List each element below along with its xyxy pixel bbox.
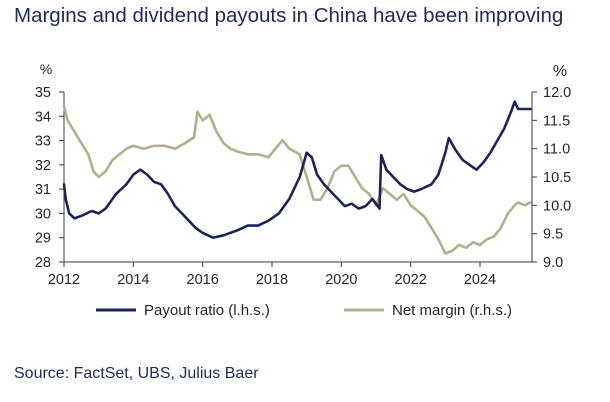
source-note: Source: FactSet, UBS, Julius Baer	[14, 365, 259, 382]
x-tick-label: 2014	[117, 272, 149, 288]
left-tick-label: 33	[35, 134, 51, 150]
payout-ratio-line	[62, 100, 532, 239]
left-tick-label: 35	[35, 85, 51, 101]
series-lines	[62, 100, 532, 255]
right-tick-label: 11.5	[543, 113, 570, 129]
legend-net-margin-label: Net margin (r.h.s.)	[392, 302, 512, 319]
right-axis-unit: %	[553, 63, 567, 80]
right-tick-label: 9.5	[543, 227, 563, 243]
right-tick-label: 11.0	[543, 142, 570, 158]
legend-payout-ratio-label: Payout ratio (l.h.s.)	[144, 302, 270, 319]
legend: Payout ratio (l.h.s.) Net margin (r.h.s.)	[96, 302, 512, 319]
left-tick-label: 29	[35, 231, 51, 247]
left-tick-label: 31	[35, 182, 51, 198]
right-tick-label: 10.5	[543, 170, 571, 186]
left-axis-unit: %	[40, 61, 52, 77]
x-tick-label: 2024	[464, 272, 496, 288]
chart-title: Margins and dividend payouts in China ha…	[14, 4, 564, 27]
right-tick-label: 9.0	[543, 255, 563, 271]
left-tick-label: 32	[35, 158, 51, 174]
x-tick-label: 2018	[256, 272, 288, 288]
left-tick-label: 28	[35, 255, 51, 271]
axes	[59, 91, 537, 267]
left-tick-label: 30	[35, 206, 51, 222]
left-tick-label: 34	[35, 109, 51, 125]
x-tick-label: 2022	[395, 272, 427, 288]
x-tick-label: 2012	[48, 272, 80, 288]
right-tick-label: 12.0	[543, 85, 571, 101]
x-tick-label: 2020	[325, 272, 357, 288]
net-margin-line	[62, 104, 532, 255]
x-tick-label: 2016	[187, 272, 219, 288]
tick-labels: % % 35 34 33 32 31 30 29 28 12.0 11.5 11.0 10.5 10.0 9.…	[35, 61, 571, 288]
right-tick-label: 10.0	[543, 198, 571, 214]
